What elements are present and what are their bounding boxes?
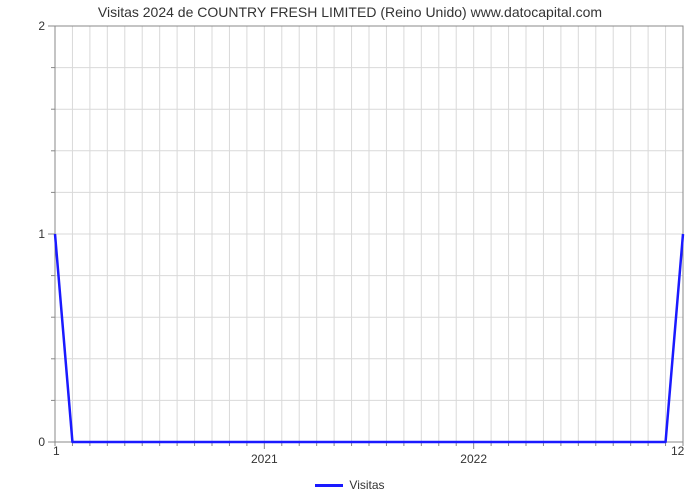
chart-container: { "chart": { "type": "line", "title": "V… <box>0 0 700 500</box>
y-tick-label-1: 1 <box>38 227 45 241</box>
y-tick-label-0: 0 <box>38 435 45 449</box>
x-tick-label-0: 2021 <box>251 452 278 466</box>
x-tick-label-1: 2022 <box>460 452 487 466</box>
chart-plot <box>45 16 693 452</box>
x-left-edge-label: 1 <box>53 444 60 458</box>
legend-swatch <box>315 484 343 487</box>
x-right-edge-label: 12 <box>671 444 684 458</box>
y-tick-label-2: 2 <box>38 19 45 33</box>
legend: Visitas <box>0 478 700 492</box>
legend-label: Visitas <box>349 478 384 492</box>
